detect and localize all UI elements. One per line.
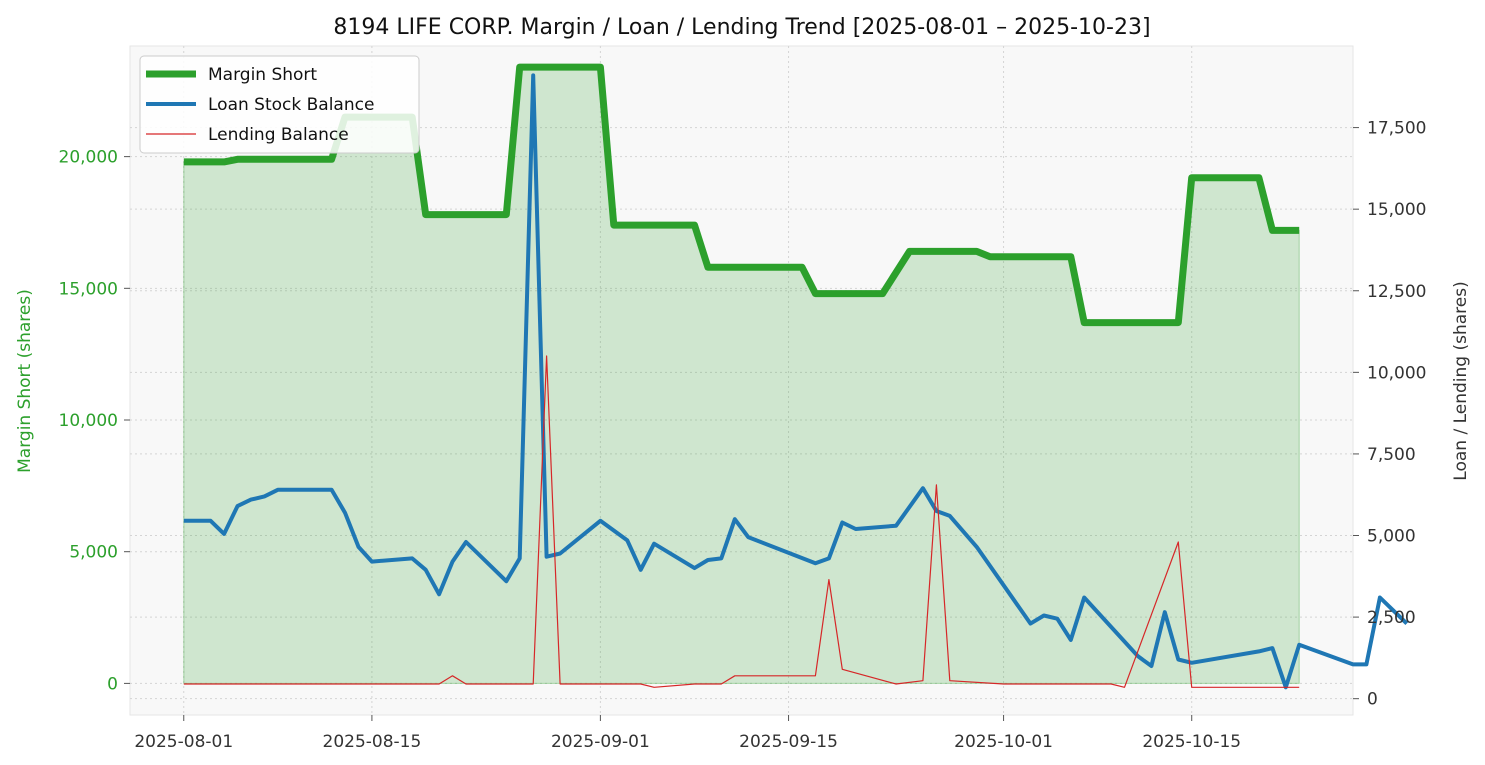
legend-label-loan-stock-balance: Loan Stock Balance [208, 95, 374, 115]
x-tick-label-4: 2025-10-01 [954, 732, 1053, 752]
y-right-tick-label-1: 2,500 [1367, 608, 1416, 628]
x-tick-label-0: 2025-08-01 [134, 732, 233, 752]
y-left-tick-label-4: 20,000 [59, 148, 118, 168]
series-line-lending-balance [183, 355, 1300, 688]
y-left-tick-label-3: 15,000 [59, 279, 118, 299]
y-axis-right-label: Loan / Lending (shares) [1451, 281, 1471, 480]
y-right-tick-label-2: 5,000 [1367, 527, 1416, 547]
x-tick-label-2: 2025-09-01 [551, 732, 650, 752]
x-tick-label-3: 2025-09-15 [739, 732, 838, 752]
chart-title: 8194 LIFE CORP. Margin / Loan / Lending … [333, 15, 1150, 40]
axes: 2025-08-01 2025-08-15 2025-09-01 2025-09-15… [59, 119, 1427, 752]
y-right-tick-label-7: 17,500 [1367, 119, 1426, 139]
series-line-loan-stock-balance [183, 73, 1409, 690]
y-right-tick-label-4: 10,000 [1367, 363, 1426, 383]
grid [130, 46, 1353, 715]
y-left-tick-label-2: 10,000 [59, 411, 118, 431]
legend-box [139, 55, 420, 154]
x-tick-label-1: 2025-08-15 [323, 732, 422, 752]
legend-label-margin-short: Margin Short [208, 65, 317, 85]
y-right-tick-label-6: 15,000 [1367, 200, 1426, 220]
legend: Margin Short Loan Stock Balance Lending … [139, 55, 420, 154]
legend-label-lending-balance: Lending Balance [208, 125, 349, 145]
y-left-tick-label-0: 0 [107, 674, 118, 694]
y-left-tick-label-1: 5,000 [69, 543, 118, 563]
y-axis-left-label: Margin Short (shares) [15, 289, 35, 473]
x-tick-label-5: 2025-10-15 [1142, 732, 1241, 752]
y-right-tick-label-5: 12,500 [1367, 282, 1426, 302]
y-right-tick-label-3: 7,500 [1367, 445, 1416, 465]
y-right-tick-label-0: 0 [1367, 690, 1378, 710]
